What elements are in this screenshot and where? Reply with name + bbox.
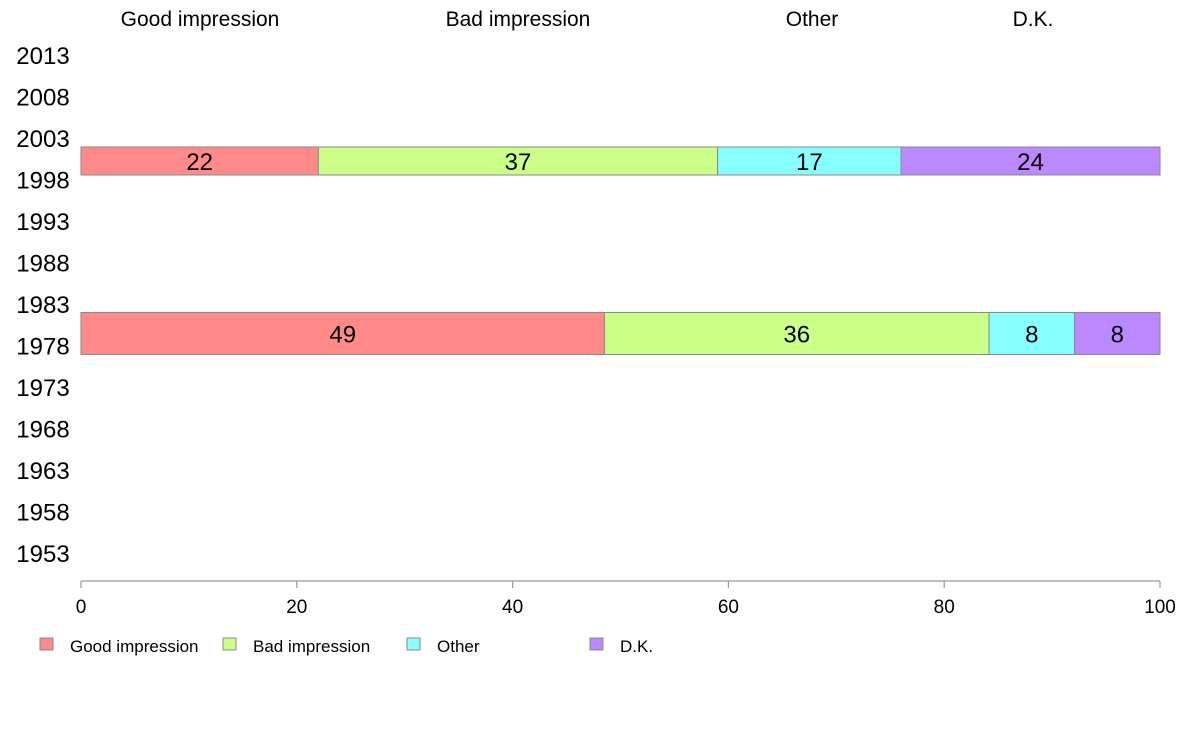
bar-value-label: 49 xyxy=(329,322,356,349)
bar-segment xyxy=(317,146,719,176)
year-label: 1988 xyxy=(16,251,69,278)
year-label: 1958 xyxy=(16,500,69,527)
x-tick-label: 60 xyxy=(718,597,739,618)
legend-swatch xyxy=(589,637,604,651)
bar-value-label: 37 xyxy=(505,149,532,176)
year-label: 2008 xyxy=(16,85,69,112)
legend-label: D.K. xyxy=(620,637,653,656)
bar-segment xyxy=(717,146,902,176)
x-axis: 0 20 40 60 80 100 xyxy=(76,580,1176,618)
x-tick-label: 20 xyxy=(286,597,307,618)
year-label: 1973 xyxy=(16,375,69,402)
bar-value-label: 36 xyxy=(783,322,810,349)
bar-segment xyxy=(1074,312,1161,355)
bar-segment xyxy=(80,146,319,176)
bar-value-label: 24 xyxy=(1017,149,1044,176)
year-label: 1983 xyxy=(16,292,69,319)
year-label: 2013 xyxy=(16,43,69,70)
bar-value-label: 8 xyxy=(1025,322,1038,349)
bar-segment xyxy=(988,312,1076,355)
column-header: Good impression xyxy=(121,8,280,31)
legend-swatch xyxy=(222,637,237,651)
legend-swatch xyxy=(406,637,421,651)
x-tick-label: 40 xyxy=(502,597,523,618)
x-tick-label: 80 xyxy=(934,597,955,618)
bar-segment xyxy=(80,312,605,355)
legend-label: Good impression xyxy=(70,637,199,656)
bars: 22 37 17 24 49 36 8 8 xyxy=(80,146,1161,355)
column-header: Other xyxy=(786,8,839,31)
year-labels: 2013 2008 2003 1998 1993 1988 1983 1978 1973 1968… xyxy=(16,43,69,568)
legend: Good impression Bad impression Other D.K. xyxy=(39,637,653,656)
bar-value-label: 17 xyxy=(796,149,823,176)
column-header: D.K. xyxy=(1013,8,1054,31)
bar-value-label: 22 xyxy=(186,149,213,176)
legend-label: Bad impression xyxy=(253,637,370,656)
legend-label: Other xyxy=(437,637,480,656)
year-label: 1953 xyxy=(16,541,69,568)
year-label: 1993 xyxy=(16,209,69,236)
column-headers: Good impression Bad impression Other D.K. xyxy=(121,8,1054,31)
x-tick-label: 100 xyxy=(1144,597,1176,618)
year-label: 1998 xyxy=(16,168,69,195)
bar-value-label: 8 xyxy=(1111,322,1124,349)
year-label: 1968 xyxy=(16,417,69,444)
year-label: 2003 xyxy=(16,126,69,153)
column-header: Bad impression xyxy=(446,8,591,31)
year-label: 1978 xyxy=(16,334,69,361)
legend-swatch xyxy=(39,637,54,651)
bar-segment xyxy=(900,146,1161,176)
year-label: 1963 xyxy=(16,458,69,485)
x-tick-label: 0 xyxy=(76,597,87,618)
bar-segment xyxy=(603,312,990,355)
